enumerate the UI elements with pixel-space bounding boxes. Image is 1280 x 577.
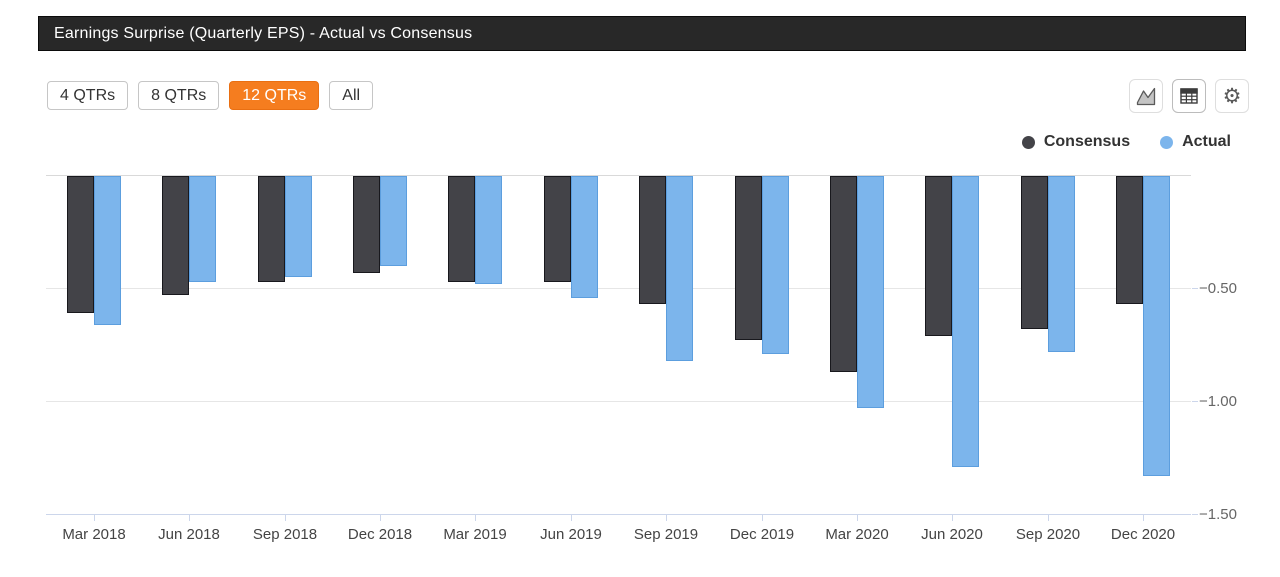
gridline-neg-050 xyxy=(46,288,1191,289)
legend-marker-actual xyxy=(1160,135,1174,149)
bar-consensus-mar-2019[interactable] xyxy=(448,176,475,282)
bar-actual-dec-2018[interactable] xyxy=(380,176,407,266)
bar-consensus-mar-2020[interactable] xyxy=(830,176,857,372)
legend: Consensus Actual xyxy=(1021,133,1231,151)
gear-icon: ⚙ xyxy=(1222,83,1242,108)
bar-consensus-dec-2019[interactable] xyxy=(735,176,762,340)
bar-consensus-sep-2019[interactable] xyxy=(639,176,666,304)
x-axis-tick xyxy=(1143,515,1144,521)
x-axis-tick xyxy=(285,515,286,521)
x-axis-label: Sep 2018 xyxy=(252,526,318,543)
y-axis-tick xyxy=(1192,514,1198,515)
range-button-8qtrs[interactable]: 8 QTRs xyxy=(138,81,220,110)
bar-consensus-jun-2019[interactable] xyxy=(544,176,571,282)
x-axis-label: Sep 2020 xyxy=(1015,526,1081,543)
x-axis-label: Mar 2019 xyxy=(443,526,507,543)
bar-consensus-dec-2018[interactable] xyxy=(353,176,380,273)
x-axis-tick xyxy=(380,515,381,521)
range-button-all[interactable]: All xyxy=(329,81,374,110)
plot-area xyxy=(46,175,1191,515)
x-axis-label: Mar 2018 xyxy=(62,526,126,543)
x-axis-tick xyxy=(475,515,476,521)
x-axis-label: Jun 2018 xyxy=(158,526,220,543)
bar-consensus-sep-2018[interactable] xyxy=(258,176,285,282)
table-view-button[interactable] xyxy=(1172,79,1206,113)
range-button-group: 4 QTRs 8 QTRs 12 QTRs All xyxy=(47,81,374,110)
x-axis-tick xyxy=(762,515,763,521)
x-axis-tick xyxy=(94,515,95,521)
legend-label-consensus: Consensus xyxy=(1043,133,1131,150)
bar-actual-jun-2018[interactable] xyxy=(189,176,216,282)
chart-title-bar: Earnings Surprise (Quarterly EPS) - Actu… xyxy=(38,16,1246,51)
settings-button[interactable]: ⚙ xyxy=(1215,79,1249,113)
bar-actual-mar-2020[interactable] xyxy=(857,176,884,408)
bar-consensus-dec-2020[interactable] xyxy=(1116,176,1143,304)
x-axis-line xyxy=(46,514,1191,515)
legend-item-actual[interactable]: Actual xyxy=(1160,133,1231,151)
x-axis-label: Mar 2020 xyxy=(825,526,889,543)
x-axis-label: Jun 2020 xyxy=(921,526,983,543)
x-axis-label: Dec 2020 xyxy=(1110,526,1176,543)
range-button-12qtrs[interactable]: 12 QTRs xyxy=(229,81,320,110)
bar-consensus-jun-2018[interactable] xyxy=(162,176,189,295)
y-axis-label: −0.50 xyxy=(1199,280,1237,297)
x-axis-tick xyxy=(666,515,667,521)
legend-item-consensus[interactable]: Consensus xyxy=(1021,133,1131,151)
table-icon xyxy=(1180,88,1198,104)
x-axis-tick xyxy=(1048,515,1049,521)
bar-actual-sep-2020[interactable] xyxy=(1048,176,1075,352)
bar-actual-mar-2018[interactable] xyxy=(94,176,121,325)
y-axis-label: −1.00 xyxy=(1199,393,1237,410)
bar-actual-jun-2019[interactable] xyxy=(571,176,598,298)
legend-label-actual: Actual xyxy=(1182,133,1231,150)
x-axis-tick xyxy=(952,515,953,521)
y-axis-label: −1.50 xyxy=(1199,506,1237,523)
chart-title: Earnings Surprise (Quarterly EPS) - Actu… xyxy=(54,24,473,42)
bar-actual-sep-2018[interactable] xyxy=(285,176,312,277)
bar-actual-mar-2019[interactable] xyxy=(475,176,502,284)
bar-consensus-jun-2020[interactable] xyxy=(925,176,952,336)
chart-area: −0.50 −1.00 −1.50 Mar 2018 Jun 2018 Sep 20… xyxy=(0,175,1280,565)
bar-consensus-mar-2018[interactable] xyxy=(67,176,94,313)
gridline-neg-100 xyxy=(46,401,1191,402)
bar-actual-jun-2020[interactable] xyxy=(952,176,979,467)
x-axis-tick xyxy=(189,515,190,521)
y-axis-tick xyxy=(1192,288,1198,289)
area-chart-icon xyxy=(1136,87,1156,106)
zero-gridline xyxy=(46,175,1191,176)
x-axis-label: Dec 2019 xyxy=(729,526,795,543)
x-axis-label: Jun 2019 xyxy=(540,526,602,543)
bar-consensus-sep-2020[interactable] xyxy=(1021,176,1048,329)
bar-actual-dec-2019[interactable] xyxy=(762,176,789,354)
x-axis-tick xyxy=(571,515,572,521)
range-button-4qtrs[interactable]: 4 QTRs xyxy=(47,81,129,110)
view-button-group: ⚙ xyxy=(1129,79,1249,113)
x-axis-label: Dec 2018 xyxy=(347,526,413,543)
x-axis-tick xyxy=(857,515,858,521)
legend-marker-consensus xyxy=(1021,135,1035,149)
chart-view-button[interactable] xyxy=(1129,79,1163,113)
bar-actual-sep-2019[interactable] xyxy=(666,176,693,361)
bar-actual-dec-2020[interactable] xyxy=(1143,176,1170,476)
y-axis-tick xyxy=(1192,401,1198,402)
x-axis-label: Sep 2019 xyxy=(633,526,699,543)
